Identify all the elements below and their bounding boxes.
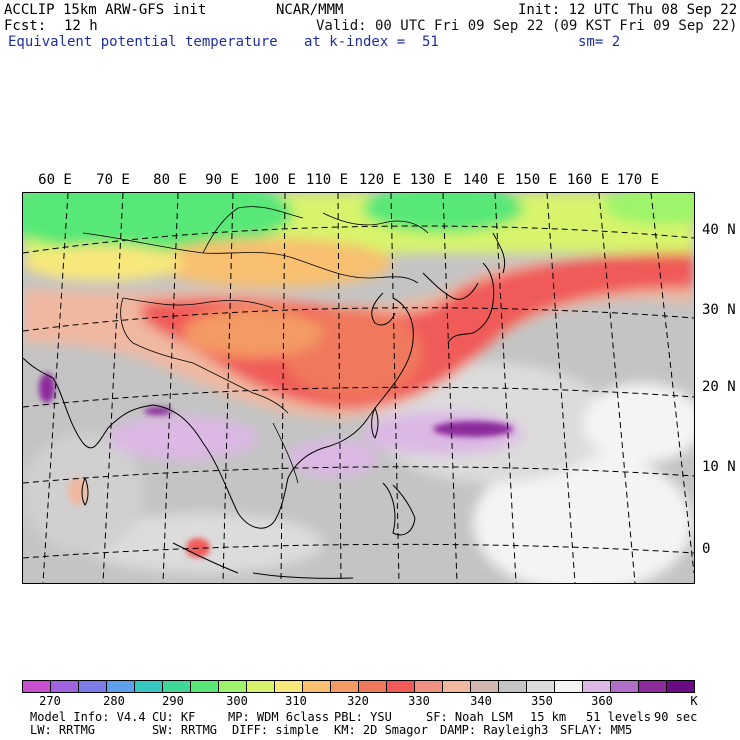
colorbar-swatch [303,681,331,692]
colorbar-tick: 270 [39,694,61,708]
model-info: Model Info: V4.4 [30,710,146,724]
colorbar-tick: 320 [347,694,369,708]
colorbar-tick: 350 [531,694,553,708]
forecast-hour: 12 h [64,18,98,34]
graticule [23,193,694,583]
colorbar-tick: 300 [226,694,248,708]
colorbar-swatch [499,681,527,692]
colorbar-swatch [191,681,219,692]
map-field-svg [23,193,694,583]
damping-option: DAMP: Rayleigh3 [440,723,549,737]
lon-label: 100 E [253,172,297,188]
microphysics-scheme: MP: WDM 6class [228,710,330,724]
colorbar-tick: 360 [591,694,613,708]
colorbar-swatch [611,681,639,692]
longwave-scheme: LW: RRTMG [30,723,96,737]
shortwave-scheme: SW: RRTMG [152,723,218,737]
colorbar-swatch [583,681,611,692]
lat-label: 10 N [702,459,736,475]
valid-time: Valid: 00 UTC Fri 09 Sep 22 (09 KST Fri … [316,18,738,34]
colorbar-swatch [471,681,499,692]
colorbar-swatch [51,681,79,692]
lat-label: 40 N [702,222,736,238]
model-title: ACCLIP 15km ARW-GFS init [4,2,207,18]
colorbar-tick: 280 [103,694,125,708]
colorbar-tick: 330 [408,694,430,708]
colorbar-swatch [163,681,191,692]
forecast-label: Fcst: [4,18,47,34]
colorbar-swatch [79,681,107,692]
coastlines [23,232,506,579]
theta-e-map [22,192,695,584]
colorbar-unit: K [690,694,698,708]
colorbar-swatch [23,681,51,692]
lon-label: 130 E [409,172,453,188]
diffusion-option: DIFF: simple [232,723,319,737]
lon-label: 140 E [462,172,506,188]
vertical-levels: 51 levels [586,710,652,724]
time-step: 90 sec [654,710,698,724]
lat-label: 0 [702,541,711,557]
colorbar-tick: 310 [285,694,307,708]
colorbar-swatch [639,681,667,692]
lon-label: 110 E [305,172,349,188]
colorbar-swatch [555,681,583,692]
colorbar [22,680,695,693]
colorbar-swatch [415,681,443,692]
lon-label: 80 E [153,172,187,188]
colorbar-tick: 340 [470,694,492,708]
lat-label: 20 N [702,379,736,395]
country-borders [82,206,429,484]
init-time: Init: 12 UTC Thu 08 Sep 22 [518,2,738,18]
lon-label: 70 E [96,172,130,188]
colorbar-swatch [247,681,275,692]
level-index: at k-index = 51 [304,34,439,50]
pbl-scheme: PBL: YSU [334,710,392,724]
km-option: KM: 2D Smagor [334,723,428,737]
org-label: NCAR/MMM [276,2,344,18]
colorbar-swatch [219,681,247,692]
surface-layer-option: SFLAY: MM5 [560,723,633,737]
lon-label: 170 E [616,172,660,188]
cumulus-scheme: CU: KF [152,710,196,724]
grid-spacing: 15 km [530,710,567,724]
surface-scheme: SF: Noah LSM [426,710,513,724]
colorbar-swatch [387,681,415,692]
lon-label: 150 E [514,172,558,188]
colorbar-tick: 290 [162,694,184,708]
lon-label: 60 E [38,172,72,188]
field-name: Equivalent potential temperature [8,34,278,50]
colorbar-swatch [443,681,471,692]
colorbar-swatch [527,681,555,692]
colorbar-swatch [667,681,694,692]
colorbar-swatch [275,681,303,692]
colorbar-swatch [359,681,387,692]
colorbar-swatch [331,681,359,692]
colorbar-swatch [107,681,135,692]
colorbar-swatch [135,681,163,692]
smoothing-label: sm= 2 [578,34,621,50]
lon-label: 90 E [205,172,239,188]
lon-label: 160 E [566,172,610,188]
lat-label: 30 N [702,302,736,318]
lon-label: 120 E [358,172,402,188]
